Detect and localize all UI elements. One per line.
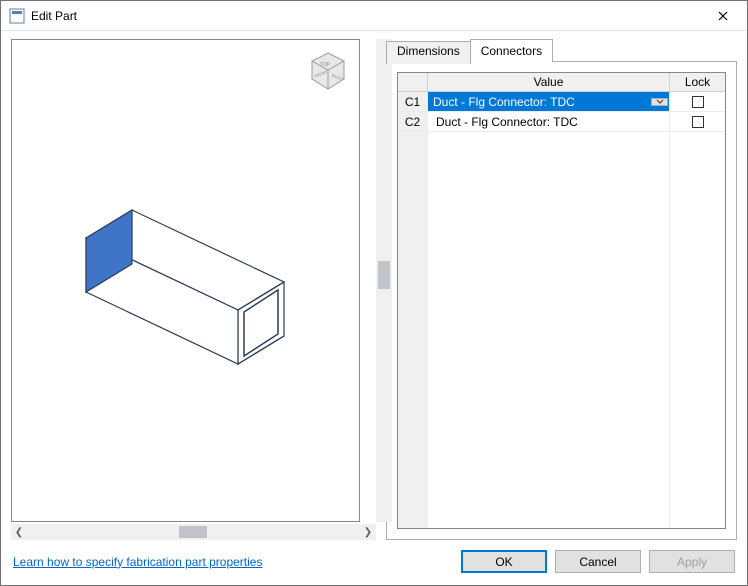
connector-value: Duct - Flg Connector: TDC xyxy=(432,114,665,130)
viewcube-icon[interactable]: TOP RIGHT FRONT xyxy=(307,50,349,92)
properties-panel: Dimensions Connectors Value Lock C1 Duct… xyxy=(386,39,737,540)
lock-cell[interactable] xyxy=(670,92,725,111)
content-area: TOP RIGHT FRONT xyxy=(1,31,747,540)
grid-row[interactable]: C2 Duct - Flg Connector: TDC xyxy=(398,112,725,132)
preview-3d-viewport[interactable]: TOP RIGHT FRONT xyxy=(11,39,360,522)
apply-button[interactable]: Apply xyxy=(649,550,735,573)
svg-text:TOP: TOP xyxy=(320,62,331,68)
grid-row[interactable]: C1 Duct - Flg Connector: TDC xyxy=(398,92,725,112)
grid-header: Value Lock xyxy=(398,73,725,92)
column-header-id[interactable] xyxy=(398,73,428,91)
titlebar: Edit Part xyxy=(1,1,747,31)
tab-connectors[interactable]: Connectors xyxy=(470,39,553,62)
edit-part-dialog: Edit Part TOP RIGHT FRONT xyxy=(0,0,748,586)
column-header-lock[interactable]: Lock xyxy=(670,73,725,91)
connector-value-cell[interactable]: Duct - Flg Connector: TDC xyxy=(428,112,670,131)
app-icon xyxy=(9,8,25,24)
grid-empty-area xyxy=(398,132,725,528)
duct-3d-preview xyxy=(52,190,322,410)
tab-content: Value Lock C1 Duct - Flg Connector: TDC xyxy=(386,61,737,540)
preview-panel: TOP RIGHT FRONT xyxy=(11,39,376,540)
column-header-value[interactable]: Value xyxy=(428,73,670,91)
scroll-right-arrow[interactable]: ❯ xyxy=(360,524,376,540)
scrollbar-thumb[interactable] xyxy=(378,261,390,289)
ok-button[interactable]: OK xyxy=(461,550,547,573)
connector-value: Duct - Flg Connector: TDC xyxy=(429,94,649,110)
connector-value-cell[interactable]: Duct - Flg Connector: TDC xyxy=(428,92,670,111)
lock-cell[interactable] xyxy=(670,112,725,131)
preview-vertical-scrollbar[interactable] xyxy=(376,39,392,522)
dropdown-button[interactable] xyxy=(651,98,668,106)
lock-checkbox[interactable] xyxy=(692,96,704,108)
window-title: Edit Part xyxy=(31,9,700,23)
tab-strip: Dimensions Connectors xyxy=(386,39,737,62)
help-link[interactable]: Learn how to specify fabrication part pr… xyxy=(13,555,453,569)
cancel-button[interactable]: Cancel xyxy=(555,550,641,573)
row-id: C1 xyxy=(398,92,428,111)
close-button[interactable] xyxy=(700,2,745,30)
dialog-footer: Learn how to specify fabrication part pr… xyxy=(1,540,747,585)
scroll-left-arrow[interactable]: ❮ xyxy=(11,524,27,540)
scrollbar-thumb[interactable] xyxy=(179,526,207,538)
connectors-grid: Value Lock C1 Duct - Flg Connector: TDC xyxy=(397,72,726,529)
tab-dimensions[interactable]: Dimensions xyxy=(386,41,471,64)
lock-checkbox[interactable] xyxy=(692,116,704,128)
row-id: C2 xyxy=(398,112,428,131)
preview-horizontal-scrollbar[interactable]: ❮ ❯ xyxy=(11,524,376,540)
